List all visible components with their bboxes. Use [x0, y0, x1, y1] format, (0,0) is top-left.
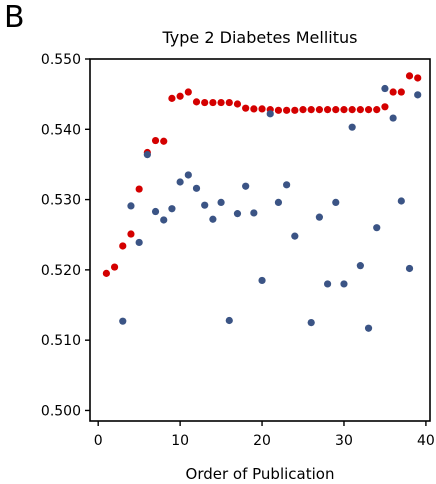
data-point	[217, 98, 225, 107]
x-axis-title: Order of Publication	[186, 465, 335, 483]
data-point	[127, 230, 135, 238]
data-point	[389, 88, 397, 96]
data-point	[323, 280, 332, 288]
data-point	[184, 88, 192, 96]
data-point	[242, 104, 250, 112]
data-point	[127, 202, 135, 210]
data-point	[373, 224, 381, 232]
data-point	[291, 232, 299, 240]
x-axis: 0 10 20 30 40	[94, 421, 435, 449]
data-point	[323, 106, 332, 114]
data-point	[315, 106, 323, 114]
x-tick-label: 40	[417, 433, 435, 449]
data-point	[381, 103, 389, 111]
y-tick-label: 0.520	[41, 263, 81, 279]
data-point	[315, 213, 323, 221]
data-point	[299, 106, 307, 114]
data-point	[348, 106, 356, 114]
data-point	[340, 280, 348, 288]
data-point	[176, 92, 184, 100]
data-point	[274, 198, 283, 206]
x-tick-label: 10	[171, 433, 189, 449]
data-point	[283, 106, 291, 114]
data-point	[102, 269, 110, 277]
data-point	[258, 276, 266, 285]
data-point	[119, 242, 127, 250]
data-point	[217, 198, 225, 206]
data-point	[307, 318, 315, 327]
data-point	[176, 178, 184, 186]
data-point	[233, 100, 242, 108]
data-point	[283, 181, 291, 189]
data-point	[405, 72, 414, 80]
data-point	[258, 105, 266, 113]
data-point	[274, 106, 283, 114]
plot-frame	[89, 58, 431, 422]
data-point	[151, 207, 160, 216]
data-point	[201, 98, 209, 107]
y-tick-label: 0.530	[41, 193, 81, 209]
data-point	[405, 264, 414, 273]
data-point	[119, 317, 127, 325]
data-point	[192, 98, 201, 106]
x-tick-label: 30	[335, 433, 353, 449]
data-point	[135, 185, 143, 193]
data-point	[192, 184, 201, 192]
data-point	[340, 106, 348, 114]
data-point	[209, 98, 217, 107]
data-point	[356, 106, 364, 114]
data-point	[110, 263, 119, 271]
data-point	[389, 114, 397, 122]
chart-title: Type 2 Diabetes Mellitus	[162, 28, 358, 47]
data-point	[160, 137, 168, 145]
y-tick-label: 0.550	[41, 52, 81, 68]
data-point	[332, 198, 340, 206]
data-point	[135, 238, 143, 247]
data-point	[373, 106, 381, 114]
y-tick-label: 0.540	[41, 122, 81, 138]
data-point	[225, 98, 233, 107]
panel-label: B	[4, 0, 25, 35]
data-point	[143, 150, 151, 159]
data-point	[266, 110, 274, 118]
data-point	[397, 88, 405, 96]
data-point	[381, 84, 389, 93]
data-point	[168, 205, 176, 213]
y-axis: 0.500 0.510 0.520 0.530 0.540 0.550	[41, 52, 90, 419]
data-point	[225, 316, 233, 325]
data-point	[168, 94, 176, 102]
data-point	[414, 74, 422, 82]
data-point	[364, 324, 373, 332]
data-point	[209, 215, 217, 223]
y-tick-label: 0.500	[41, 403, 81, 419]
y-tick-label: 0.510	[41, 333, 81, 349]
x-tick-label: 20	[253, 433, 271, 449]
data-point	[250, 105, 258, 113]
data-point	[184, 171, 192, 179]
data-point	[151, 136, 160, 145]
data-point	[307, 106, 315, 114]
data-point	[348, 123, 356, 131]
data-point	[397, 197, 405, 205]
data-point	[160, 216, 168, 224]
data-point	[201, 201, 209, 209]
data-point	[250, 209, 258, 217]
data-point	[332, 106, 340, 114]
data-points	[102, 72, 422, 332]
x-tick-label: 0	[94, 433, 103, 449]
data-point	[233, 210, 242, 218]
data-point	[414, 91, 422, 99]
data-point	[364, 106, 373, 114]
data-point	[291, 106, 299, 114]
data-point	[356, 262, 364, 270]
data-point	[242, 182, 250, 190]
